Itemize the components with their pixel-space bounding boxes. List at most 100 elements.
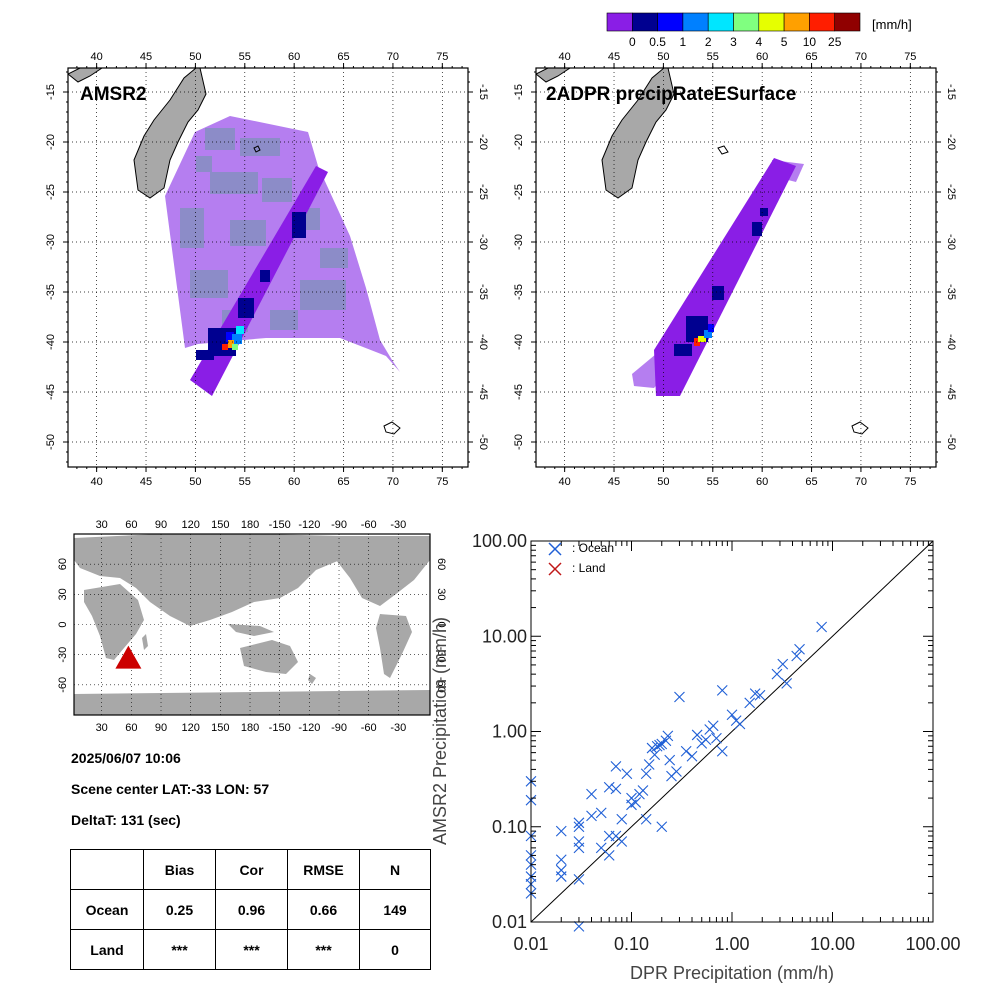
scatter-legend: : Ocean : Land bbox=[548, 541, 614, 576]
map-lat-tick-label: -50 bbox=[945, 434, 957, 450]
scatter-point bbox=[610, 783, 622, 795]
map-lat-tick-label: -35 bbox=[477, 284, 489, 300]
map-lon-tick-label: 70 bbox=[387, 476, 399, 488]
globe-lat-tick-label: 30 bbox=[57, 588, 69, 600]
globe-lon-tick-label: -30 bbox=[390, 519, 406, 531]
colorbar-svg: 0 0.5 1 2 3 4 5 10 25 [mm/h] bbox=[606, 12, 912, 49]
scatter-point bbox=[603, 850, 615, 861]
scatter-point bbox=[711, 732, 722, 744]
stats-header-cor: Cor bbox=[215, 849, 288, 890]
map-lon-tick-label: 40 bbox=[91, 476, 103, 488]
scatter-point bbox=[573, 842, 585, 854]
dpr-title: 2ADPR precipRateESurface bbox=[546, 84, 796, 105]
scene-center: Scene center LAT:-33 LON: 57 bbox=[71, 781, 270, 797]
scatter-point bbox=[791, 650, 803, 662]
globe-lon-tick-label: -90 bbox=[331, 519, 347, 531]
map-lat-tick-label: -30 bbox=[45, 234, 57, 250]
map-lat-tick-label: -25 bbox=[45, 184, 57, 200]
scatter-point bbox=[716, 745, 728, 757]
map-lat-tick-label: -35 bbox=[945, 284, 957, 300]
map-lon-tick-label: 40 bbox=[91, 51, 103, 63]
stats-row-land: Land *** *** *** 0 bbox=[70, 929, 431, 970]
scatter-point bbox=[616, 813, 628, 825]
globe-lat-tick-label: -60 bbox=[57, 677, 69, 693]
map-lon-tick-label: 75 bbox=[436, 51, 448, 63]
scatter-x-tick-label: 100.00 bbox=[905, 934, 960, 954]
map-lon-tick-label: 50 bbox=[189, 476, 201, 488]
map-lon-tick-label: 60 bbox=[756, 476, 768, 488]
map-lat-tick-label: -45 bbox=[477, 384, 489, 400]
scatter-point bbox=[640, 813, 652, 825]
map-lon-tick-label: 75 bbox=[436, 476, 448, 488]
scatter-point bbox=[586, 810, 597, 822]
globe-frame bbox=[73, 533, 431, 716]
map-lon-tick-label: 75 bbox=[904, 476, 916, 488]
map-lon-tick-label: 50 bbox=[657, 476, 669, 488]
scatter-point bbox=[573, 920, 585, 932]
scatter-point bbox=[637, 785, 649, 796]
map-lon-tick-label: 60 bbox=[288, 476, 300, 488]
colorbar-tick-label: 3 bbox=[730, 35, 737, 48]
stats-header-row: Bias Cor RMSE N bbox=[70, 849, 431, 890]
globe-lon-tick-label: 180 bbox=[241, 519, 259, 531]
scene-delta-t: DeltaT: 131 (sec) bbox=[71, 812, 181, 828]
map-lat-tick-label: -20 bbox=[477, 134, 489, 150]
amsr2-axes: 40 40 45 45 50 50 55 55 60 60 65 65 70 70 75 75 -15 -15 -2… bbox=[45, 51, 489, 488]
map-lon-tick-label: 70 bbox=[855, 51, 867, 63]
map-lon-tick-label: 40 bbox=[559, 51, 571, 63]
scatter-point bbox=[595, 807, 607, 819]
globe-lon-tick-label: -120 bbox=[298, 722, 320, 734]
scatter-svg: 0.010.01 0.10 0.10 1.00 1.00 10.00 10.00 100.00… bbox=[430, 531, 961, 983]
scatter-point bbox=[734, 718, 746, 730]
stats-cell: *** bbox=[143, 929, 216, 970]
stats-header-blank bbox=[70, 849, 144, 890]
map-lat-tick-label: -40 bbox=[945, 334, 957, 350]
map-lat-tick-label: -45 bbox=[45, 384, 57, 400]
map-lon-tick-label: 45 bbox=[608, 51, 620, 63]
scatter-point bbox=[691, 729, 703, 741]
globe-lat-tick-label: 0 bbox=[435, 621, 447, 627]
colorbar-tick-label: 4 bbox=[755, 35, 762, 48]
globe-gridlines bbox=[74, 534, 430, 715]
globe-locator: 30 30 60 60 90 90 120 120 150 150 180 180 -150 -150 -1… bbox=[40, 508, 470, 738]
map-dpr-svg: 40 40 45 45 50 50 55 55 60 60 65 65 70 70 75 75 -15 -15 -2… bbox=[513, 51, 957, 488]
stats-table: Bias Cor RMSE N Ocean 0.25 0.96 0.66 149… bbox=[70, 849, 431, 970]
map-lon-tick-label: 55 bbox=[707, 51, 719, 63]
scatter-point bbox=[777, 658, 789, 670]
stats-cell: *** bbox=[287, 929, 360, 970]
scatter-point bbox=[771, 668, 783, 680]
scatter-point bbox=[621, 768, 633, 780]
colorbar-swatch bbox=[606, 12, 633, 32]
map-lat-tick-label: -20 bbox=[45, 134, 57, 150]
globe-lon-tick-label: -60 bbox=[361, 519, 377, 531]
scene-marker-triangle bbox=[115, 645, 142, 669]
dpr-land-islands bbox=[851, 421, 869, 435]
scatter-x-tick-label: 1.00 bbox=[714, 934, 749, 954]
colorbar-swatch bbox=[758, 12, 785, 32]
stats-header-rmse: RMSE bbox=[287, 849, 360, 890]
scatter-point bbox=[573, 817, 585, 829]
map-lon-tick-label: 70 bbox=[855, 476, 867, 488]
map-lat-tick-label: -20 bbox=[945, 134, 957, 150]
stats-header-bias: Bias bbox=[143, 849, 216, 890]
amsr2-frame bbox=[67, 67, 469, 468]
colorbar-swatch bbox=[834, 12, 861, 32]
scatter-point bbox=[555, 854, 567, 866]
colorbar-swatch bbox=[657, 12, 684, 32]
globe-lat-tick-label: -30 bbox=[57, 647, 69, 663]
map-lon-tick-label: 45 bbox=[140, 476, 152, 488]
map-lon-tick-label: 65 bbox=[805, 51, 817, 63]
scatter-point bbox=[616, 836, 628, 847]
colorbar-tick-label: 1 bbox=[680, 35, 687, 48]
scatter-plot: 0.01 0.01 0.10 0.10 1.00 1.00 10.00 10.00 100.00… bbox=[420, 525, 995, 995]
map-lat-tick-label: -15 bbox=[945, 84, 957, 100]
map-lon-tick-label: 60 bbox=[756, 51, 768, 63]
colorbar-tick-label: 2 bbox=[705, 35, 712, 48]
map-lon-tick-label: 65 bbox=[337, 476, 349, 488]
amsr2-gridlines bbox=[68, 68, 468, 467]
dpr-frame bbox=[535, 67, 937, 468]
amsr2-heavy-rain bbox=[222, 326, 244, 350]
amsr2-land-africa bbox=[68, 68, 103, 83]
scatter-point bbox=[573, 821, 585, 833]
scatter-point bbox=[726, 709, 738, 721]
